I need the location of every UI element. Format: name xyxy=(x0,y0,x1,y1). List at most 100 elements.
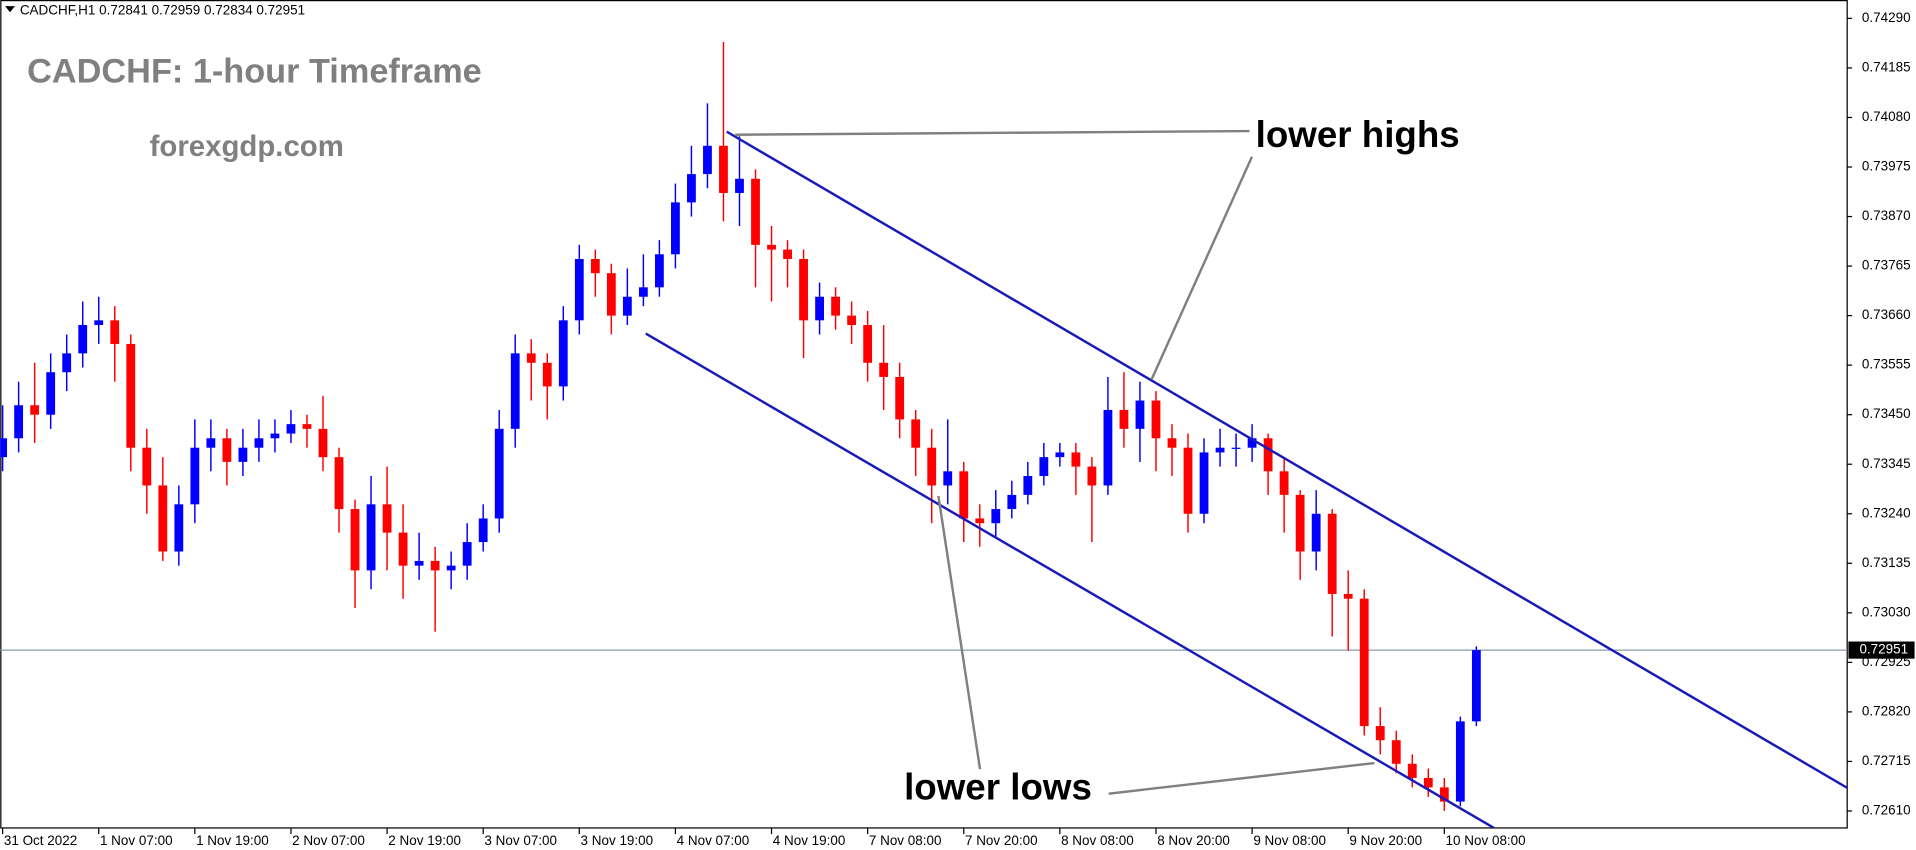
candle-body xyxy=(222,438,232,462)
candle-body xyxy=(1263,438,1273,472)
candle-body xyxy=(46,372,56,415)
candle-body xyxy=(318,428,328,458)
candle-body xyxy=(1423,777,1433,788)
candle-body xyxy=(62,353,72,373)
x-tick-label: 8 Nov 08:00 xyxy=(1061,833,1134,848)
candle-body xyxy=(863,325,873,363)
candle-body xyxy=(847,315,857,326)
candle-body xyxy=(1039,457,1049,477)
candle-body xyxy=(799,259,808,321)
y-tick-label: 0.72610 xyxy=(1862,803,1911,818)
x-tick-label: 8 Nov 20:00 xyxy=(1157,833,1230,848)
candle-body xyxy=(927,447,937,486)
annotation: lower lows xyxy=(904,767,1092,808)
candle-body xyxy=(30,405,40,415)
candle-body xyxy=(94,320,104,326)
y-tick-label: 0.74185 xyxy=(1862,59,1911,74)
candle-body xyxy=(671,202,680,255)
candle-body xyxy=(430,560,440,571)
candle-body xyxy=(831,296,841,316)
candle-body xyxy=(462,542,472,566)
x-tick-label: 7 Nov 20:00 xyxy=(965,833,1038,848)
candle-body xyxy=(719,145,728,193)
x-tick-label: 3 Nov 07:00 xyxy=(484,833,557,848)
x-tick-label: 2 Nov 07:00 xyxy=(292,833,365,848)
plot-area xyxy=(0,41,1848,828)
candle-body xyxy=(334,457,344,510)
y-tick-label: 0.73345 xyxy=(1862,456,1911,471)
candle-body xyxy=(78,325,88,354)
current-price-label: 0.72951 xyxy=(1859,642,1908,657)
candle-body xyxy=(991,509,1001,524)
candle-body xyxy=(398,532,408,566)
candle-body xyxy=(382,504,392,533)
candle-body xyxy=(622,296,632,316)
candle-body xyxy=(446,565,456,571)
pointer-line xyxy=(1150,156,1254,381)
annotation: lower highs xyxy=(1256,114,1460,155)
candle-body xyxy=(975,518,985,524)
candle-body xyxy=(1375,726,1385,741)
candle-body xyxy=(558,320,568,387)
candle-body xyxy=(1167,438,1177,448)
candle-body xyxy=(302,424,312,429)
x-tick-label: 3 Nov 19:00 xyxy=(581,833,654,848)
annotation-pointers xyxy=(735,129,1375,795)
candle-body xyxy=(767,244,776,250)
candle-body xyxy=(815,296,824,321)
candle-body xyxy=(1007,494,1017,510)
candle-body xyxy=(687,174,696,203)
y-tick-label: 0.73870 xyxy=(1862,208,1911,223)
candle-body xyxy=(542,362,552,387)
menu-arrow[interactable] xyxy=(5,6,15,13)
candle-body xyxy=(478,518,488,543)
candle-body xyxy=(1071,452,1081,467)
candle-body xyxy=(1279,471,1289,495)
candle-body xyxy=(0,438,8,458)
candle-body xyxy=(526,353,536,363)
candle-body xyxy=(510,353,520,429)
chart-title: CADCHF: 1-hour Timeframe xyxy=(27,53,482,91)
candle-body xyxy=(638,287,648,297)
candle-body xyxy=(590,259,600,274)
candle-body xyxy=(190,447,200,505)
plot-frame xyxy=(0,0,1848,829)
x-tick-label: 4 Nov 07:00 xyxy=(677,833,750,848)
candle-body xyxy=(494,428,504,519)
candle-body xyxy=(1119,409,1129,429)
candle-body xyxy=(943,471,953,486)
candle-body xyxy=(911,419,921,448)
candle-body xyxy=(1231,447,1241,449)
y-tick-label: 0.73240 xyxy=(1862,505,1911,520)
candle-body xyxy=(959,471,969,519)
candle-body xyxy=(1023,476,1033,495)
candle-body xyxy=(14,405,24,439)
candle-body xyxy=(735,178,744,193)
candle-body xyxy=(414,560,424,566)
candle-body xyxy=(126,343,136,448)
x-tick-label: 2 Nov 19:00 xyxy=(388,833,461,848)
y-tick-label: 0.73030 xyxy=(1862,604,1911,619)
candle-body xyxy=(206,438,216,448)
candle-body xyxy=(879,362,889,377)
trend-line xyxy=(726,130,1848,789)
candle-body xyxy=(1359,598,1369,727)
current-price-box xyxy=(1848,641,1915,659)
pointer-line xyxy=(1108,761,1375,795)
x-tick-label: 1 Nov 07:00 xyxy=(100,833,173,848)
candle-body xyxy=(1183,447,1193,514)
candle-body xyxy=(158,485,168,552)
y-tick-label: 0.73555 xyxy=(1862,357,1911,372)
candle-body xyxy=(1103,409,1113,486)
candle-body xyxy=(1311,513,1321,552)
candle-body xyxy=(1391,740,1401,764)
candle-body xyxy=(895,376,905,420)
y-tick-label: 0.74080 xyxy=(1862,109,1911,124)
candle-body xyxy=(1439,787,1449,802)
x-tick-label: 10 Nov 08:00 xyxy=(1446,833,1526,848)
pointer-line xyxy=(735,129,1250,136)
pointer-line xyxy=(937,495,982,770)
y-tick-label: 0.73975 xyxy=(1862,159,1911,174)
